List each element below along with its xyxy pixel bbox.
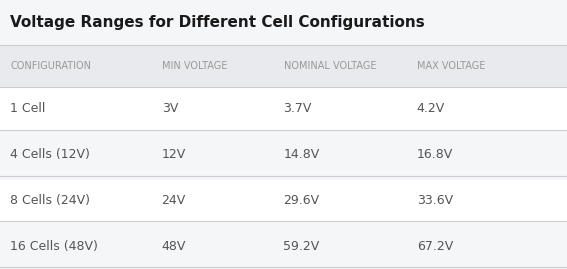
Text: MIN VOLTAGE: MIN VOLTAGE — [162, 61, 227, 71]
Text: 12V: 12V — [162, 148, 186, 161]
Text: 8 Cells (24V): 8 Cells (24V) — [10, 194, 90, 207]
Bar — [0, 45, 567, 87]
Bar — [0, 88, 567, 130]
Text: 3V: 3V — [162, 102, 178, 115]
Text: 16.8V: 16.8V — [417, 148, 453, 161]
Text: 59.2V: 59.2V — [284, 240, 320, 253]
Bar — [0, 225, 567, 267]
Text: CONFIGURATION: CONFIGURATION — [10, 61, 91, 71]
Bar — [0, 134, 567, 176]
Text: Voltage Ranges for Different Cell Configurations: Voltage Ranges for Different Cell Config… — [10, 15, 425, 30]
Text: 4 Cells (12V): 4 Cells (12V) — [10, 148, 90, 161]
Text: MAX VOLTAGE: MAX VOLTAGE — [417, 61, 485, 71]
Text: 16 Cells (48V): 16 Cells (48V) — [10, 240, 98, 253]
Text: 29.6V: 29.6V — [284, 194, 320, 207]
Text: 4.2V: 4.2V — [417, 102, 445, 115]
Text: 33.6V: 33.6V — [417, 194, 453, 207]
Text: 1 Cell: 1 Cell — [10, 102, 45, 115]
Text: 48V: 48V — [162, 240, 186, 253]
Text: 3.7V: 3.7V — [284, 102, 312, 115]
Bar — [0, 180, 567, 221]
Text: 67.2V: 67.2V — [417, 240, 453, 253]
Text: NOMINAL VOLTAGE: NOMINAL VOLTAGE — [284, 61, 376, 71]
Text: 14.8V: 14.8V — [284, 148, 320, 161]
Text: 24V: 24V — [162, 194, 186, 207]
